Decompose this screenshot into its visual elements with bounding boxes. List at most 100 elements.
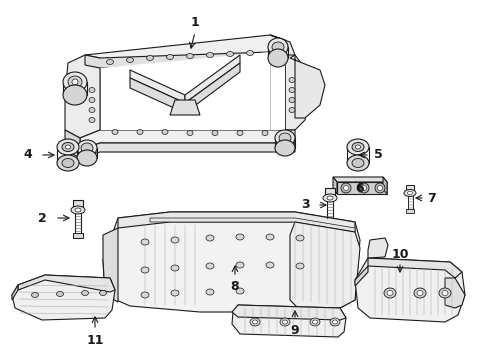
Polygon shape (184, 63, 240, 113)
Ellipse shape (81, 143, 93, 153)
Ellipse shape (141, 239, 149, 245)
Polygon shape (289, 222, 359, 310)
Ellipse shape (89, 87, 95, 93)
Ellipse shape (262, 130, 267, 135)
Ellipse shape (295, 235, 304, 241)
Ellipse shape (186, 130, 193, 135)
Ellipse shape (351, 143, 363, 152)
Ellipse shape (346, 155, 368, 171)
Polygon shape (405, 209, 413, 213)
Ellipse shape (377, 185, 382, 190)
Ellipse shape (71, 206, 85, 214)
Ellipse shape (186, 54, 193, 58)
Ellipse shape (236, 234, 244, 240)
Polygon shape (332, 177, 386, 182)
Ellipse shape (249, 318, 260, 326)
Polygon shape (85, 52, 285, 68)
Ellipse shape (288, 98, 294, 103)
Polygon shape (103, 212, 359, 312)
Ellipse shape (162, 130, 168, 135)
Ellipse shape (63, 72, 87, 92)
Ellipse shape (323, 194, 336, 202)
Polygon shape (150, 218, 354, 232)
Polygon shape (73, 233, 83, 238)
Ellipse shape (355, 145, 360, 149)
Ellipse shape (205, 235, 214, 241)
Ellipse shape (63, 85, 87, 105)
Ellipse shape (57, 139, 79, 155)
Ellipse shape (62, 143, 74, 152)
Ellipse shape (77, 150, 97, 166)
Ellipse shape (236, 288, 244, 294)
Ellipse shape (407, 191, 412, 195)
Polygon shape (73, 200, 83, 207)
Ellipse shape (31, 292, 39, 297)
Ellipse shape (416, 291, 422, 296)
Ellipse shape (81, 291, 88, 296)
Polygon shape (65, 55, 100, 138)
Ellipse shape (438, 288, 450, 298)
Ellipse shape (274, 130, 294, 146)
Polygon shape (405, 185, 413, 190)
Ellipse shape (271, 42, 284, 52)
Ellipse shape (65, 145, 70, 149)
Text: 8: 8 (230, 280, 239, 293)
Ellipse shape (265, 262, 273, 268)
Polygon shape (332, 177, 336, 194)
Polygon shape (118, 212, 354, 232)
Ellipse shape (332, 320, 337, 324)
Polygon shape (289, 55, 325, 118)
Polygon shape (103, 228, 118, 302)
Ellipse shape (361, 185, 366, 190)
Text: 7: 7 (427, 192, 435, 204)
Ellipse shape (312, 320, 317, 324)
Ellipse shape (146, 55, 153, 60)
Ellipse shape (75, 208, 81, 212)
Ellipse shape (265, 234, 273, 240)
Ellipse shape (326, 196, 332, 200)
Text: 1: 1 (190, 15, 199, 28)
Polygon shape (12, 285, 18, 300)
Ellipse shape (374, 183, 384, 193)
Polygon shape (170, 100, 200, 115)
Polygon shape (100, 52, 285, 130)
Polygon shape (325, 218, 334, 223)
Polygon shape (382, 177, 386, 194)
Polygon shape (130, 78, 184, 113)
Polygon shape (354, 266, 367, 286)
Ellipse shape (386, 291, 392, 296)
Ellipse shape (413, 288, 425, 298)
Ellipse shape (205, 289, 214, 295)
Polygon shape (184, 55, 240, 103)
Ellipse shape (141, 267, 149, 273)
Ellipse shape (57, 155, 79, 171)
Ellipse shape (343, 185, 348, 190)
Polygon shape (367, 238, 387, 258)
Polygon shape (231, 305, 346, 337)
Ellipse shape (89, 98, 95, 103)
Text: 2: 2 (38, 211, 46, 225)
Polygon shape (18, 275, 115, 292)
Ellipse shape (274, 140, 294, 156)
Ellipse shape (280, 318, 289, 326)
Ellipse shape (171, 265, 179, 271)
Polygon shape (336, 182, 386, 194)
Ellipse shape (62, 158, 74, 167)
Ellipse shape (57, 292, 63, 297)
Ellipse shape (288, 87, 294, 93)
Ellipse shape (226, 51, 233, 57)
Polygon shape (80, 130, 294, 150)
Ellipse shape (267, 49, 287, 67)
Ellipse shape (205, 263, 214, 269)
Ellipse shape (99, 291, 106, 296)
Ellipse shape (171, 290, 179, 296)
Ellipse shape (267, 38, 287, 56)
Ellipse shape (279, 133, 290, 143)
Ellipse shape (237, 130, 243, 135)
Ellipse shape (252, 320, 257, 324)
Ellipse shape (137, 130, 142, 135)
Ellipse shape (77, 140, 97, 156)
Ellipse shape (383, 288, 395, 298)
Ellipse shape (309, 318, 319, 326)
Text: 10: 10 (390, 248, 408, 261)
